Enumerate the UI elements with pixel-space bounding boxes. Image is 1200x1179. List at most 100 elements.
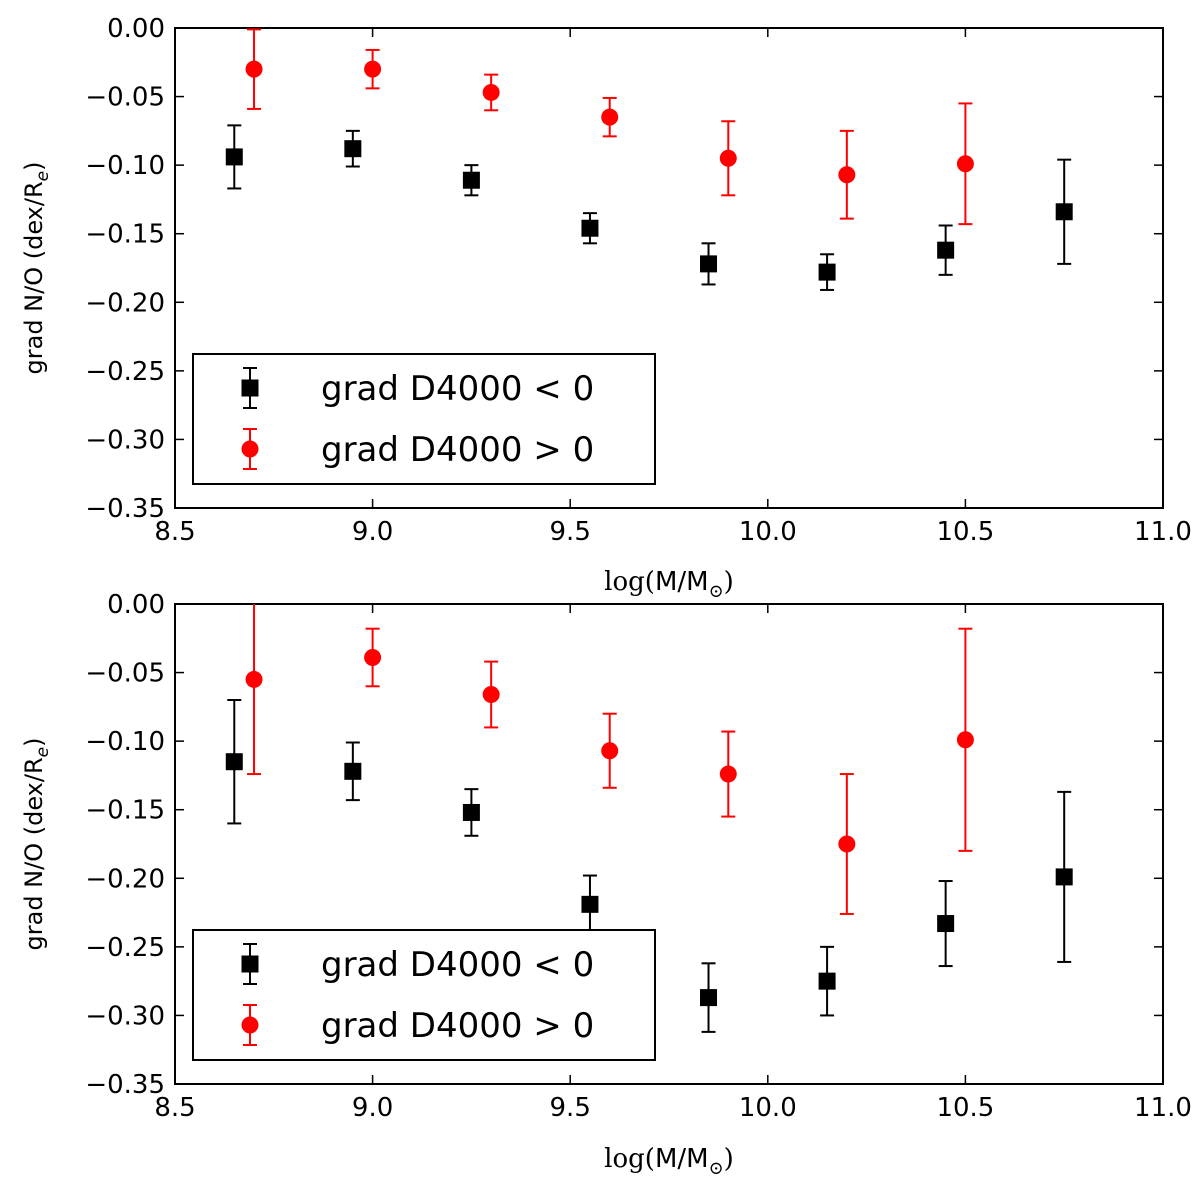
y-tick-label: −0.35	[85, 494, 165, 524]
x-tick-label: 10.0	[739, 1093, 797, 1123]
data-point	[225, 753, 243, 771]
y-axis-label-subscript: e	[33, 747, 53, 757]
legend-marker	[241, 440, 259, 458]
legend-entry: grad D4000 > 0	[241, 1004, 594, 1046]
data-point	[838, 166, 856, 184]
legend-frame	[192, 929, 656, 1061]
x-tick-label: 11.0	[1134, 517, 1192, 547]
data-point	[482, 686, 500, 704]
data-point	[245, 60, 263, 78]
data-point	[719, 765, 737, 783]
legend-marker	[241, 1016, 259, 1034]
data-point	[818, 263, 836, 281]
y-tick-label: −0.30	[85, 1001, 165, 1031]
y-tick-label: −0.20	[85, 288, 165, 318]
x-axis-label-close: )	[724, 1144, 734, 1174]
y-tick-label: −0.10	[85, 727, 165, 757]
data-point	[581, 895, 599, 913]
y-axis-label-main: grad N/O (dex/R	[20, 757, 48, 950]
x-axis-label-subscript: ⊙	[709, 1158, 724, 1179]
x-axis-label-close: )	[724, 567, 734, 597]
data-point	[956, 155, 974, 173]
x-tick-label: 9.5	[550, 517, 591, 547]
y-tick-label: 0.00	[107, 14, 165, 44]
series-grad-d4000-positive	[245, 604, 974, 915]
legend: grad D4000 < 0 grad D4000 > 0	[192, 929, 656, 1061]
data-point	[601, 108, 619, 126]
x-axis-label-quantity: M/M	[655, 1144, 709, 1174]
data-point	[838, 835, 856, 853]
y-axis-label-close: )	[20, 738, 48, 747]
y-axis-label-main: grad N/O (dex/R	[20, 181, 48, 374]
data-point	[344, 762, 362, 780]
x-axis-label-quantity: M/M	[655, 567, 709, 597]
x-tick-label: 9.0	[352, 1093, 393, 1123]
x-axis-label: log(M/M⊙)	[604, 567, 734, 602]
series-grad-d4000-positive	[245, 28, 974, 226]
y-axis-label-subscript: e	[33, 171, 53, 181]
data-point	[937, 241, 955, 259]
legend-entry: grad D4000 < 0	[241, 367, 594, 409]
legend-marker	[241, 379, 259, 397]
y-tick-label: −0.25	[85, 933, 165, 963]
series-grad-d4000-negative	[225, 124, 1073, 291]
chart-panel-top: 8.5 9.0 9.5 10.0 10.5 11.0 0.00 −0.05 −0.10 −0.15…	[20, 14, 1192, 602]
x-tick-label: 9.5	[550, 1093, 591, 1123]
data-point	[482, 83, 500, 101]
legend-label: grad D4000 < 0	[321, 369, 594, 409]
data-point	[956, 731, 974, 749]
y-tick-label: −0.35	[85, 1070, 165, 1100]
x-tick-label: 11.0	[1134, 1093, 1192, 1123]
x-axis-label: log(M/M⊙)	[604, 1144, 734, 1179]
x-tick-label: 8.5	[154, 1093, 195, 1123]
y-tick-label: −0.20	[85, 864, 165, 894]
data-point	[225, 148, 243, 166]
data-point	[700, 989, 718, 1007]
plot-frame	[174, 603, 1164, 1085]
data-point	[364, 60, 382, 78]
data-point	[601, 742, 619, 760]
y-axis-label: grad N/O (dex/Re)	[20, 162, 53, 375]
data-point	[937, 915, 955, 933]
data-point	[1055, 868, 1073, 886]
data-point	[344, 140, 362, 158]
legend-frame	[192, 353, 656, 485]
y-axis-label: grad N/O (dex/Re)	[20, 738, 53, 951]
x-tick-label: 10.0	[739, 517, 797, 547]
legend: grad D4000 < 0 grad D4000 > 0	[192, 353, 656, 485]
legend-marker	[241, 955, 259, 973]
data-point	[364, 648, 382, 666]
y-tick-label: −0.05	[85, 659, 165, 689]
x-axis-label-log: log(	[604, 1144, 655, 1174]
data-point	[1055, 203, 1073, 221]
y-tick-label: −0.25	[85, 357, 165, 387]
data-point	[818, 972, 836, 990]
y-tick-label: −0.30	[85, 425, 165, 455]
y-tick-label: 0.00	[107, 590, 165, 620]
plot-frame	[174, 27, 1164, 509]
data-point	[581, 219, 599, 237]
chart-panel-bottom: 8.5 9.0 9.5 10.0 10.5 11.0 0.00 −0.05 −0.10 −0.15…	[20, 590, 1192, 1179]
y-tick-label: −0.10	[85, 151, 165, 181]
y-tick-label: −0.05	[85, 83, 165, 113]
data-point	[462, 803, 480, 821]
y-tick-label: −0.15	[85, 220, 165, 250]
data-point	[719, 149, 737, 167]
x-axis-label-subscript: ⊙	[709, 581, 724, 602]
legend-label: grad D4000 > 0	[321, 1006, 594, 1046]
legend-label: grad D4000 < 0	[321, 945, 594, 985]
data-point	[462, 171, 480, 189]
data-point	[700, 255, 718, 273]
legend-entry: grad D4000 < 0	[241, 943, 594, 985]
data-point	[245, 670, 263, 688]
x-tick-label: 10.5	[936, 1093, 994, 1123]
y-tick-label: −0.15	[85, 796, 165, 826]
legend-entry: grad D4000 > 0	[241, 428, 594, 470]
y-axis-label-close: )	[20, 162, 48, 171]
x-tick-label: 10.5	[936, 517, 994, 547]
x-axis-label-log: log(	[604, 567, 655, 597]
x-tick-label: 8.5	[154, 517, 195, 547]
x-tick-label: 9.0	[352, 517, 393, 547]
series-grad-d4000-negative	[225, 699, 1073, 1033]
